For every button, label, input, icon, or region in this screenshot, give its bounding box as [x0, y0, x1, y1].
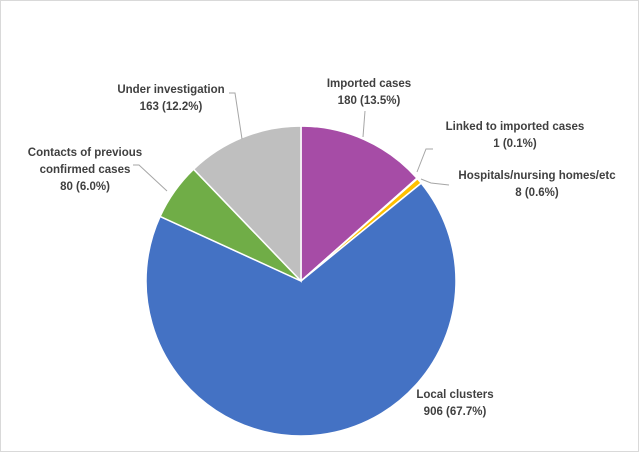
- leader-line-hospitals: [420, 178, 450, 186]
- pie-slices: [145, 125, 457, 437]
- leader-lines: [133, 92, 450, 192]
- pie-slice-imported: [300, 125, 419, 283]
- label-hospitals-name: Hospitals/nursing homes/etc: [458, 170, 616, 182]
- label-local-value: 906 (67.7%): [424, 406, 487, 418]
- label-linked-value: 1 (0.1%): [493, 138, 537, 150]
- label-investigation-value: 163 (12.2%): [140, 101, 203, 113]
- label-local-name: Local clusters: [416, 389, 493, 401]
- label-investigation-name: Under investigation: [117, 84, 224, 96]
- leader-line-investigation: [229, 92, 243, 140]
- leader-line-imported: [362, 110, 366, 138]
- label-imported-value: 180 (13.5%): [338, 95, 401, 107]
- label-contacts-value: 80 (6.0%): [60, 181, 110, 193]
- label-linked-name: Linked to imported cases: [446, 121, 585, 133]
- label-imported-name: Imported cases: [327, 78, 411, 90]
- label-contacts-name-line2: confirmed cases: [40, 164, 131, 176]
- label-hospitals-value: 8 (0.6%): [515, 187, 559, 199]
- pie-slice-investigation: [192, 125, 302, 283]
- leader-line-linked: [416, 148, 433, 173]
- pie-slice-local: [145, 182, 457, 437]
- leader-line-contacts: [133, 164, 168, 192]
- label-contacts-name-line1: Contacts of previous: [28, 147, 142, 159]
